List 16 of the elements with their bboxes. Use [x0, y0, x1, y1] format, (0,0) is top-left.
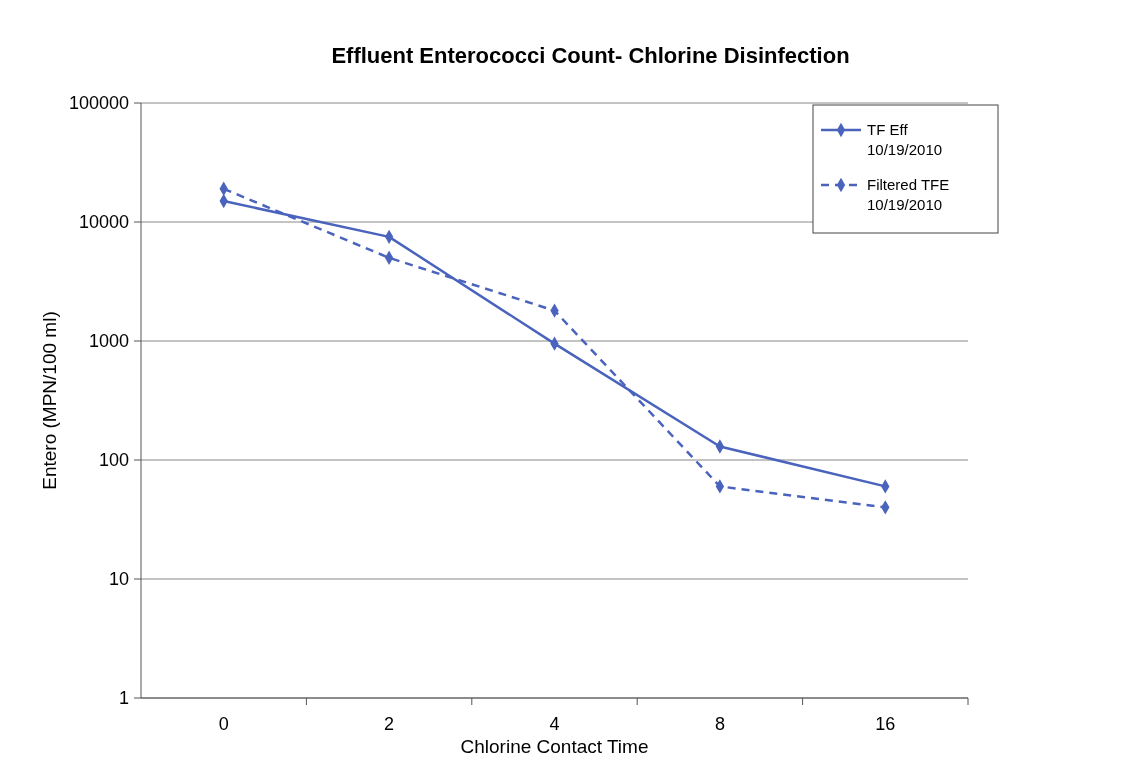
y-tick-label: 100	[98, 450, 129, 470]
x-tick-label: 8	[714, 714, 725, 734]
y-tick-label: 1	[118, 688, 129, 708]
x-tick-label: 4	[549, 714, 560, 734]
legend-label: TF Eff 10/19/2010	[867, 121, 943, 158]
x-axis-title: Chlorine Contact Time	[460, 736, 649, 757]
x-tick-label: 0	[218, 714, 229, 734]
chart-title: Effluent Enterococci Count- Chlorine Disinfection	[331, 43, 850, 68]
x-tick-label: 2	[384, 714, 395, 734]
legend-label: Filtered TFE 10/19/2010	[867, 176, 950, 213]
y-tick-label: 10000	[78, 212, 129, 232]
y-tick-label: 1000	[88, 331, 129, 351]
x-tick-label: 16	[875, 714, 896, 734]
y-tick-label: 100000	[68, 93, 129, 113]
y-tick-label: 10	[108, 569, 129, 589]
y-axis-title: Entero (MPN/100 ml)	[39, 311, 60, 490]
